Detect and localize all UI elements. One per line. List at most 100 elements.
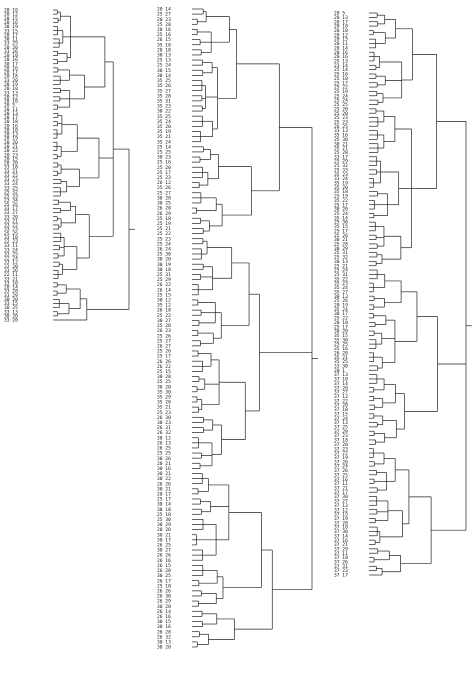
leaf-label: 25 25 (157, 379, 171, 385)
leaf-label: 30 21 (334, 141, 348, 147)
leaf-label: 26 28 (157, 568, 171, 574)
leaf-label: 37 11 (334, 481, 348, 487)
leaf-label: 25 23 (157, 236, 171, 242)
leaf-label: 20 19 (4, 82, 18, 88)
leaf-label: 37 22 (334, 398, 348, 404)
leaf-label: 37 27 (334, 499, 348, 505)
leaf-label: 33 13 (4, 309, 18, 315)
leaf-label: 35 24 (157, 139, 171, 145)
leaf-label: 33 15 (4, 301, 18, 307)
leaf-label: 37 26 (334, 468, 348, 474)
leaf-label: 35 28 (157, 93, 171, 99)
leaf-label: 22 11 (4, 272, 18, 278)
leaf-label: 25 29 (157, 277, 171, 283)
leaf-label: 35 20 (334, 185, 348, 191)
leaf-label: 20 20 (4, 45, 18, 51)
leaf-label: 30 14 (157, 73, 171, 79)
leaf-label: 25 16 (157, 32, 171, 38)
leaf-label: 25 24 (157, 63, 171, 69)
leaf-label: 37 20 (334, 403, 348, 409)
leaf-label: 37 30 (334, 529, 348, 535)
leaf-label: 26 22 (157, 282, 171, 288)
leaf-label: 33 20 (4, 318, 18, 324)
leaf-label: 30 29 (334, 246, 348, 252)
leaf-label: 25 23 (334, 120, 348, 126)
leaf-label: 20 10 (4, 53, 18, 59)
leaf-label: 25 15 (157, 369, 171, 375)
leaf-label: 20 11 (334, 41, 348, 47)
leaf-label: 20 5 (4, 103, 15, 109)
leaf-label: 35 23 (334, 281, 348, 287)
leaf-label: 20 16 (4, 123, 18, 129)
leaf-label: 25 27 (157, 12, 171, 18)
leaf-label: 30 21 (157, 532, 171, 538)
leaf-label: 26 29 (157, 599, 171, 605)
leaf-label: 30 17 (4, 61, 18, 67)
leaf-label: 25 30 (334, 137, 348, 143)
leaf-label: 20 18 (4, 74, 18, 80)
leaf-label: 30 12 (157, 435, 171, 441)
leaf-label: 20 17 (4, 32, 18, 38)
leaf-label: 35 20 (157, 400, 171, 406)
leaf-label: 30 18 (157, 267, 171, 273)
leaf-label: 20 23 (157, 17, 171, 23)
leaf-label: 25 28 (157, 323, 171, 329)
leaf-label: 30 21 (334, 237, 348, 243)
leaf-label: 37 24 (334, 416, 348, 422)
leaf-label: 33 28 (4, 289, 18, 295)
leaf-label: 30 28 (157, 604, 171, 610)
leaf-label: 35 20 (157, 124, 171, 130)
leaf-label: 35 21 (334, 146, 348, 152)
leaf-label: 26 26 (157, 588, 171, 594)
leaf-label: 35 30 (157, 389, 171, 395)
leaf-label: 30 25 (157, 573, 171, 579)
leaf-label: 25 30 (157, 517, 171, 523)
leaf-label: 35 21 (157, 134, 171, 140)
leaf-label: 33 25 (4, 251, 18, 257)
leaf-label: 37 19 (334, 516, 348, 522)
leaf-label: 35 27 (334, 289, 348, 295)
leaf-label: 20 13 (4, 111, 18, 117)
leaf-label: 25 16 (157, 160, 171, 166)
leaf-label: 26 18 (157, 308, 171, 314)
leaf-label: 30 18 (157, 507, 171, 513)
leaf-label: 25 28 (334, 150, 348, 156)
leaf-label: 20 19 (334, 302, 348, 308)
leaf-label: 35 23 (334, 172, 348, 178)
leaf-label: 30 25 (4, 305, 18, 311)
leaf-label: 25 20 (157, 349, 171, 355)
leaf-label: 20 22 (4, 148, 18, 154)
leaf-label: 37 19 (334, 455, 348, 461)
leaf-label: 25 19 (157, 221, 171, 227)
leaf-label: 20 19 (4, 136, 18, 142)
leaf-label: 25 30 (157, 252, 171, 258)
leaf-label: 37 13 (334, 372, 348, 378)
leaf-label: 30 16 (157, 624, 171, 630)
leaf-label: 30 21 (157, 471, 171, 477)
leaf-label: 25 14 (157, 144, 171, 150)
leaf-label: 20 12 (4, 12, 18, 18)
leaf-label: 20 14 (4, 285, 18, 291)
leaf-label: 33 18 (4, 165, 18, 171)
leaf-label: 25 24 (334, 98, 348, 104)
leaf-label: 20 12 (334, 32, 348, 38)
leaf-label: 35 26 (157, 83, 171, 89)
leaf-label: 26 22 (157, 364, 171, 370)
leaf-label: 35 16 (334, 133, 348, 139)
leaf-label: 25 25 (334, 342, 348, 348)
leaf-label: 35 21 (157, 405, 171, 411)
leaf-label: 35 25 (157, 78, 171, 84)
leaf-label: 37 28 (334, 442, 348, 448)
leaf-label: 26 15 (157, 37, 171, 43)
leaf-label: 37 24 (334, 464, 348, 470)
leaf-label: 37 26 (334, 560, 348, 566)
leaf-label: 25 25 (157, 150, 171, 156)
leaf-label: 25 26 (334, 233, 348, 239)
leaf-label: 25 20 (334, 111, 348, 117)
leaf-label: 37 17 (334, 490, 348, 496)
leaf-label: 25 23 (157, 410, 171, 416)
leaf-label: 20 15 (4, 16, 18, 22)
leaf-label: 35 19 (157, 129, 171, 135)
leaf-label: 20 16 (334, 50, 348, 56)
